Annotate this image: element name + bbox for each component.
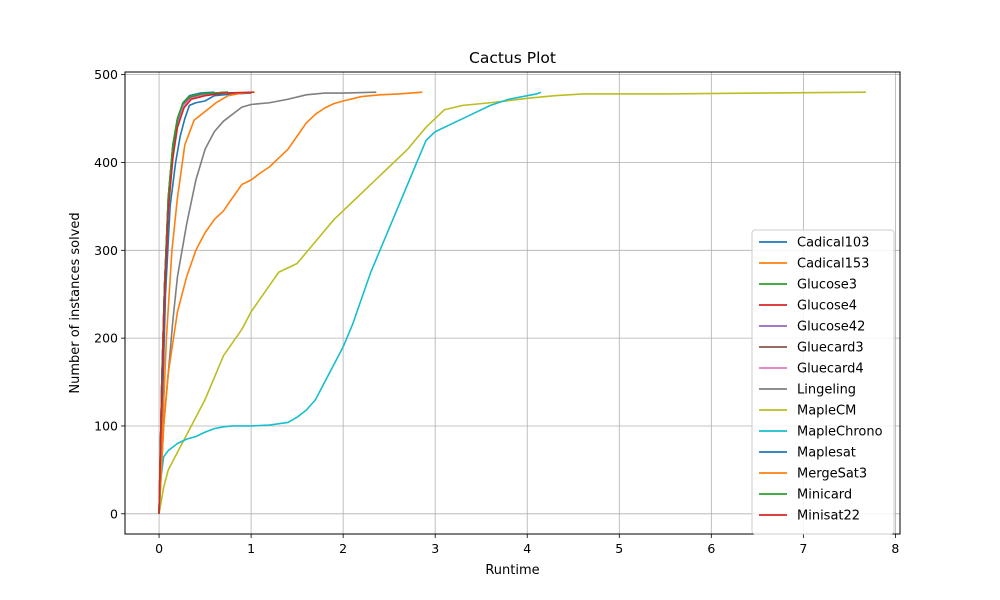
- x-tick-label: 6: [707, 541, 715, 556]
- x-tick-label: 5: [615, 541, 623, 556]
- x-axis-label: Runtime: [485, 563, 539, 578]
- legend-box: [751, 229, 895, 535]
- x-tick-label: 1: [247, 541, 255, 556]
- legend-label: Cadical153: [797, 257, 869, 272]
- legend-label: Minicard: [797, 488, 852, 503]
- series-lines: [158, 91, 866, 514]
- x-axis-ticks: 0 1 2 3 4 5 6 7 8: [155, 534, 899, 556]
- legend-label: Gluecard4: [797, 362, 864, 377]
- series-line-maplecm: [158, 91, 866, 514]
- x-tick-label: 2: [339, 541, 347, 556]
- y-tick-label: 100: [94, 418, 118, 433]
- legend-label: Maplesat: [797, 446, 856, 461]
- legend-label: MergeSat3: [797, 467, 867, 482]
- legend-label: Glucose42: [797, 320, 865, 335]
- y-axis-label: Number of instances solved: [68, 212, 83, 393]
- legend-label: Gluecard3: [797, 341, 864, 356]
- y-tick-label: 500: [94, 67, 118, 82]
- series-line-lingeling: [158, 91, 377, 514]
- legend-label: Minisat22: [797, 509, 860, 524]
- series-line-mergesat3: [158, 91, 423, 514]
- plot-frame: [124, 71, 901, 535]
- x-tick-label: 7: [799, 541, 807, 556]
- x-tick-label: 4: [523, 541, 531, 556]
- legend-label: Lingeling: [797, 383, 856, 398]
- legend-label: Glucose4: [797, 299, 857, 314]
- chart-title: Cactus Plot: [469, 49, 556, 67]
- y-axis-ticks: 0 100 200 300 400 500: [94, 67, 125, 521]
- legend-label: Glucose3: [797, 278, 857, 293]
- x-tick-label: 0: [155, 541, 163, 556]
- legend-label: Cadical103: [797, 236, 869, 251]
- series-line-maplechrono: [158, 91, 542, 514]
- x-tick-label: 3: [431, 541, 439, 556]
- series-line-cadical153: [158, 91, 255, 514]
- y-tick-label: 400: [94, 155, 118, 170]
- y-tick-label: 0: [110, 506, 118, 521]
- legend-label: MapleCM: [797, 404, 856, 419]
- legend: Cadical103 Cadical153 Glucose3 Glucose4 Gluc…: [751, 229, 895, 535]
- y-tick-label: 200: [94, 331, 118, 346]
- legend-label: MapleChrono: [797, 425, 883, 440]
- series-line-minisat22: [158, 91, 254, 514]
- y-tick-label: 300: [94, 243, 118, 258]
- series-line-cadical103: [158, 92, 252, 514]
- x-tick-label: 8: [891, 541, 899, 556]
